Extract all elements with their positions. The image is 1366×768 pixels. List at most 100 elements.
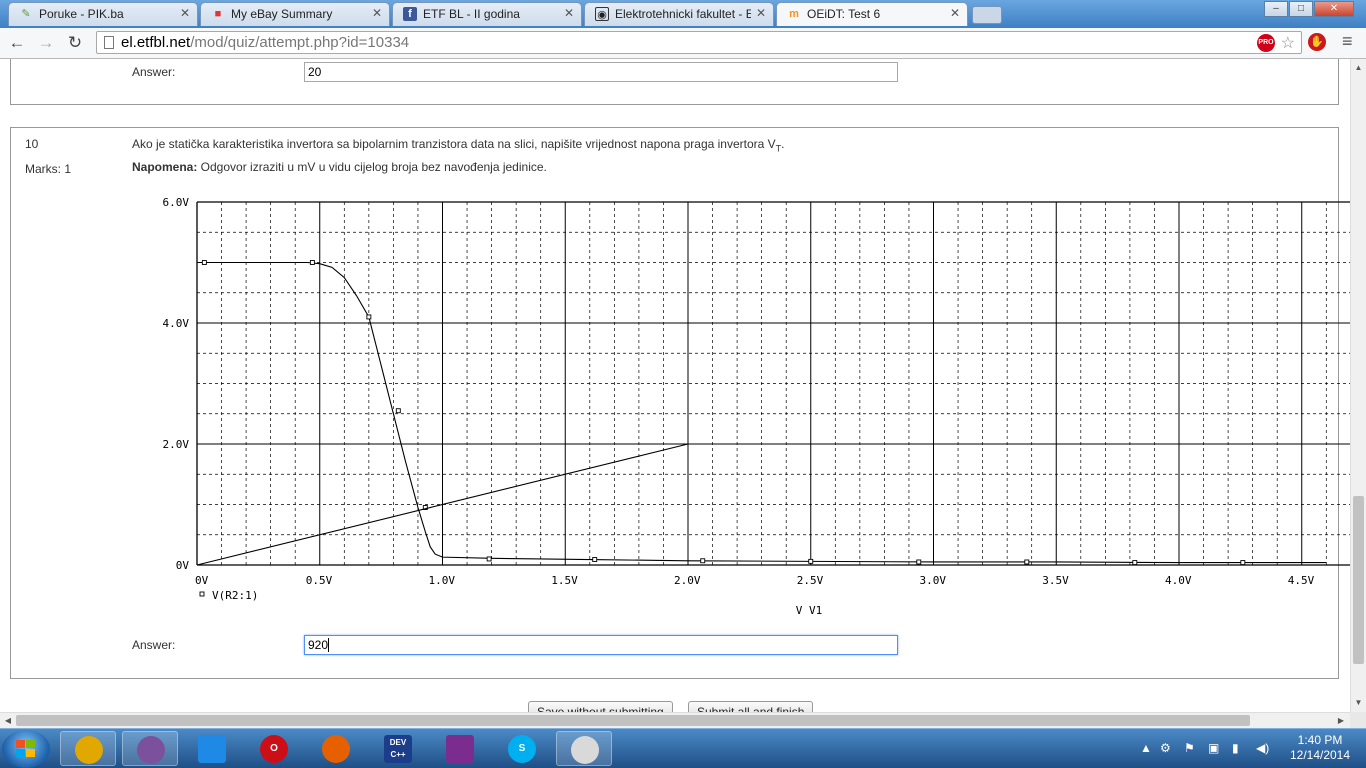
taskbar-skype[interactable]: S (494, 731, 550, 766)
tab-title: ETF BL - II godina (423, 7, 520, 21)
x-tick-label: 4.5V (1288, 574, 1315, 587)
series-marker (1240, 560, 1246, 566)
start-button[interactable] (2, 730, 50, 768)
chart-ticks: 0V 0.5V 1.0V 1.5V 2.0V 2.5V 3.0V 3.5V 4.0V 4.5V 0V… (163, 196, 1315, 615)
taskbar-opera[interactable]: O (246, 731, 302, 766)
submit-all-button[interactable]: Submit all and finish (688, 701, 814, 712)
tab-ebay[interactable]: ■ My eBay Summary ✕ (200, 2, 390, 26)
network-sync-icon[interactable]: ⚙ (1160, 741, 1171, 755)
pro-extension-icon[interactable]: PRO (1257, 34, 1275, 52)
previous-question: Answer: 20 (10, 59, 1339, 105)
horizontal-scroll-thumb[interactable] (16, 715, 1250, 726)
tab-etf[interactable]: ◉ Elektrotehnicki fakultet - E ✕ (584, 2, 774, 26)
x-tick-label: 1.5V (551, 574, 578, 587)
legend-marker (199, 591, 205, 597)
tab-strip: ✎ Poruke - PIK.ba ✕ ■ My eBay Summary ✕ … (0, 0, 1366, 28)
question-note: Napomena: Odgovor izraziti u mV u vidu c… (132, 160, 1312, 174)
close-icon[interactable]: ✕ (179, 6, 190, 20)
url-text: el.etfbl.net/mod/quiz/attempt.php?id=103… (121, 34, 410, 51)
close-icon[interactable]: ✕ (563, 6, 574, 20)
answer-input[interactable]: 920 (304, 635, 898, 655)
moodle-icon: m (789, 8, 799, 20)
devcpp-icon: DEV C++ (384, 735, 412, 763)
question-text: Ako je statička karakteristika invertora… (132, 137, 785, 154)
menu-icon[interactable]: ≡ (1342, 31, 1353, 51)
taskbar-winrar[interactable] (432, 731, 488, 766)
scroll-down-icon[interactable]: ▼ (1354, 698, 1363, 707)
opera-icon: O (260, 735, 288, 763)
close-icon[interactable]: ✕ (371, 6, 382, 20)
x-tick-label: 2.5V (797, 574, 824, 587)
tab-pik[interactable]: ✎ Poruke - PIK.ba ✕ (8, 2, 198, 26)
tab-facebook[interactable]: f ETF BL - II godina ✕ (392, 2, 582, 26)
taskbar-paint[interactable] (556, 731, 612, 766)
close-icon[interactable]: ✕ (949, 6, 960, 20)
save-without-submitting-button[interactable]: Save without submitting (528, 701, 673, 712)
action-center-flag-icon[interactable]: ⚑ (1184, 741, 1195, 755)
back-arrow-icon[interactable]: ← (8, 33, 26, 52)
taskbar-firefox[interactable] (308, 731, 364, 766)
question-marks: Marks: 1 (25, 162, 72, 176)
maximize-button[interactable]: □ (1289, 1, 1313, 17)
x-axis-label: V_V1 (796, 604, 823, 615)
page-icon (104, 36, 114, 49)
note-text: Odgovor izraziti u mV u vidu cijelog bro… (197, 160, 547, 174)
series-line-reference (196, 443, 689, 566)
forward-arrow-icon[interactable]: → (37, 33, 55, 52)
device-icon[interactable]: ▣ (1208, 741, 1220, 755)
skype-icon: S (508, 735, 536, 763)
taskbar-devcpp[interactable]: DEV C++ (370, 731, 426, 766)
tab-title: Elektrotehnicki fakultet - E (615, 7, 751, 21)
clock-date: 12/14/2014 (1289, 748, 1351, 762)
question-10: 10 Marks: 1 Ako je statička karakteristi… (10, 127, 1339, 679)
vertical-scroll-thumb[interactable] (1353, 496, 1364, 664)
tab-oeidt[interactable]: m OEiDT: Test 6 ✕ (776, 2, 968, 26)
scrollbar-corner (1350, 712, 1366, 728)
reload-icon[interactable]: ↻ (67, 33, 83, 52)
signal-icon[interactable]: ▮ (1232, 741, 1239, 755)
chart-series (196, 260, 1327, 566)
x-tick-label: 3.0V (920, 574, 947, 587)
paint-icon (571, 736, 599, 764)
series-marker (1024, 559, 1030, 565)
series-marker (1132, 560, 1138, 566)
adblock-icon[interactable]: ✋ (1308, 33, 1326, 51)
tab-title: Poruke - PIK.ba (39, 7, 124, 21)
address-bar[interactable]: el.etfbl.net/mod/quiz/attempt.php?id=103… (96, 31, 1302, 54)
minimize-button[interactable]: – (1264, 1, 1288, 17)
y-tick-label: 6.0V (163, 196, 190, 209)
volume-icon[interactable]: ◀) (1256, 741, 1270, 755)
scroll-right-icon[interactable]: ▶ (1337, 716, 1345, 725)
series-marker (309, 260, 315, 265)
question-number: 10 (25, 137, 39, 151)
taskbar-dropbox[interactable] (184, 731, 240, 766)
scroll-left-icon[interactable]: ◀ (4, 716, 12, 725)
vertical-scrollbar[interactable]: ▲ ▼ (1350, 59, 1366, 712)
horizontal-scrollbar[interactable]: ◀ ▶ (0, 712, 1350, 728)
series-line-v-r2 (197, 261, 1327, 564)
x-tick-label: 0V (195, 574, 209, 587)
ebay-icon: ■ (214, 8, 222, 20)
taskbar-chrome[interactable] (60, 731, 116, 766)
viber-icon (137, 736, 165, 764)
window-close-button[interactable]: ✕ (1314, 1, 1354, 17)
answer-label: Answer: (132, 65, 176, 79)
legend-label: V(R2:1) (212, 589, 258, 602)
pik-icon: ✎ (21, 8, 31, 20)
tab-title: OEiDT: Test 6 (807, 7, 881, 21)
scroll-up-icon[interactable]: ▲ (1354, 63, 1363, 72)
clock-time: 1:40 PM (1297, 733, 1343, 747)
previous-answer-input[interactable]: 20 (304, 62, 898, 82)
inverter-transfer-chart: 0V 0.5V 1.0V 1.5V 2.0V 2.5V 3.0V 3.5V 4.0V 4.5V 0V… (163, 196, 1350, 615)
taskbar-viber[interactable] (122, 731, 178, 766)
x-tick-label: 3.5V (1042, 574, 1069, 587)
new-tab-button[interactable] (972, 6, 1002, 24)
show-hidden-icons-icon[interactable]: ▲ (1140, 741, 1152, 755)
bookmark-star-icon[interactable]: ☆ (1280, 35, 1295, 52)
close-icon[interactable]: ✕ (755, 6, 766, 20)
y-tick-label: 0V (176, 559, 190, 572)
clock[interactable]: 1:40 PM 12/14/2014 (1280, 733, 1360, 763)
series-marker (592, 557, 598, 563)
series-marker (395, 408, 401, 414)
x-tick-label: 2.0V (674, 574, 701, 587)
